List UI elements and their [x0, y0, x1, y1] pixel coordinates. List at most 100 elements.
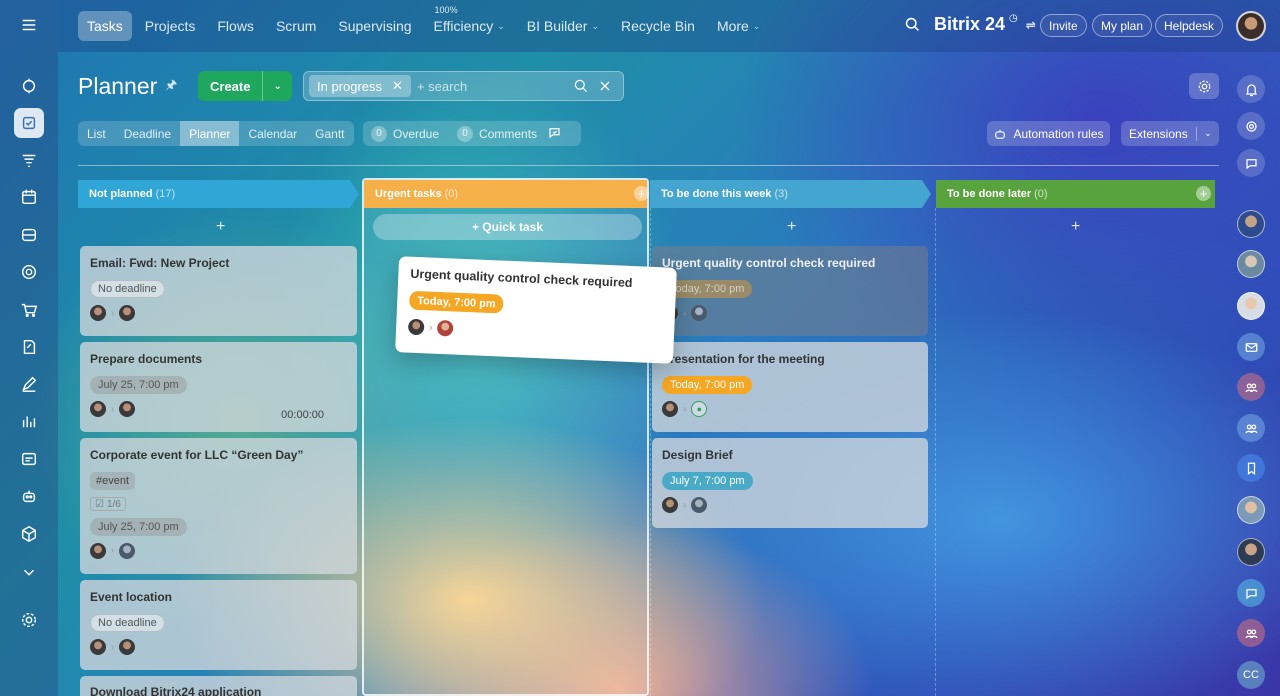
nav-projects[interactable]: Projects — [136, 11, 205, 41]
tab-deadline[interactable]: Deadline — [123, 126, 172, 141]
task-card[interactable]: Email: Fwd: New Project No deadline › — [80, 246, 357, 336]
search-icon[interactable] — [573, 78, 589, 99]
assignee-user-icon[interactable]: ● — [691, 401, 708, 417]
deadline-badge[interactable]: No deadline — [90, 280, 165, 298]
cube-icon[interactable] — [14, 519, 44, 549]
task-card[interactable]: Prepare documents July 25, 7:00 pm › 00:… — [80, 342, 357, 432]
chevron-down-icon[interactable] — [14, 557, 44, 587]
add-task-plus-icon[interactable]: + — [787, 218, 797, 235]
assignee-avatar[interactable] — [119, 305, 136, 321]
sync-icon[interactable] — [14, 71, 44, 101]
contact-avatar[interactable] — [1237, 496, 1265, 524]
cc-avatar[interactable]: CC — [1237, 661, 1265, 689]
group-chat-icon[interactable] — [1237, 414, 1265, 442]
nav-tasks[interactable]: Tasks — [78, 11, 132, 41]
tab-gantt[interactable]: Gantt — [315, 126, 345, 141]
tab-planner[interactable]: Planner — [180, 121, 240, 146]
nav-recycle-bin[interactable]: Recycle Bin — [612, 11, 704, 41]
overdue-counter[interactable]: 0 Overdue — [371, 125, 439, 142]
assignee-avatar[interactable] — [437, 319, 454, 337]
add-task-plus-icon[interactable]: + — [1071, 218, 1081, 235]
deadline-badge[interactable]: Today, 7:00 pm — [662, 280, 753, 298]
clear-icon[interactable] — [597, 78, 613, 99]
filter-search-box[interactable]: In progress ✕ — [303, 71, 624, 101]
gear-icon[interactable] — [14, 605, 44, 635]
creator-avatar[interactable] — [662, 401, 678, 417]
nav-supervising[interactable]: Supervising — [329, 11, 420, 41]
chevron-down-icon[interactable]: ⌄ — [273, 80, 282, 92]
contact-avatar[interactable] — [1237, 250, 1265, 278]
search-icon[interactable] — [904, 16, 921, 38]
deadline-badge[interactable]: Today, 7:00 pm — [662, 376, 753, 394]
pin-icon[interactable]: 🖈 — [165, 76, 178, 92]
task-card-placeholder[interactable]: Urgent quality control check required To… — [652, 246, 928, 336]
cart-icon[interactable] — [14, 295, 44, 325]
contact-card-icon[interactable] — [14, 444, 44, 474]
helpdesk-button[interactable]: Helpdesk — [1155, 14, 1224, 37]
tasks-checkbox-icon[interactable] — [14, 108, 44, 138]
quick-task-button[interactable]: + Quick task — [373, 214, 642, 240]
deadline-badge[interactable]: Today, 7:00 pm — [408, 290, 505, 314]
tab-calendar[interactable]: Calendar — [248, 126, 298, 141]
task-card[interactable]: Download Bitrix24 application — [80, 676, 357, 696]
assignee-avatar[interactable] — [119, 401, 136, 417]
automation-rules-button[interactable]: Automation rules — [987, 121, 1110, 146]
assignee-avatar[interactable] — [119, 639, 136, 655]
deadline-badge[interactable]: July 25, 7:00 pm — [90, 517, 187, 536]
group-chat-icon[interactable] — [1237, 373, 1265, 401]
nav-scrum[interactable]: Scrum — [267, 11, 325, 41]
bookmark-icon[interactable] — [1237, 454, 1265, 482]
document-edit-icon[interactable] — [14, 332, 44, 362]
deadline-badge[interactable]: No deadline — [90, 614, 165, 632]
add-task-plus-icon[interactable]: + — [216, 218, 226, 235]
menu-icon[interactable] — [14, 10, 44, 40]
extensions-button[interactable]: Extensions ⌄ — [1121, 121, 1219, 146]
bar-chart-icon[interactable] — [14, 406, 44, 436]
group-chat-icon[interactable] — [1237, 619, 1265, 647]
create-button[interactable]: Create ⌄ — [198, 71, 292, 101]
comments-counter[interactable]: 0 Comments — [457, 125, 537, 142]
task-tag[interactable]: #event — [90, 472, 136, 490]
creator-avatar[interactable] — [407, 318, 425, 336]
creator-avatar[interactable] — [90, 401, 106, 417]
chevron-down-icon[interactable]: ⌄ — [1204, 128, 1212, 138]
robot-icon[interactable] — [14, 481, 44, 511]
column-header-urgent-tasks[interactable]: Urgent tasks (0) — [364, 180, 647, 208]
read-all-icon[interactable] — [547, 125, 562, 143]
nav-bi-builder[interactable]: BI Builder ⌄ — [518, 11, 608, 41]
filter-chip-in-progress[interactable]: In progress ✕ — [309, 75, 411, 97]
contact-avatar[interactable] — [1237, 210, 1265, 238]
chat-icon[interactable] — [1237, 149, 1265, 177]
contact-avatar[interactable] — [1237, 538, 1265, 566]
assignee-avatar[interactable] — [691, 497, 708, 513]
creator-avatar[interactable] — [90, 639, 106, 655]
add-task-icon[interactable]: + — [634, 186, 649, 201]
nav-efficiency[interactable]: 100% Efficiency ⌄ — [425, 5, 514, 41]
deadline-badge[interactable]: July 7, 7:00 pm — [662, 472, 753, 490]
time-tracker[interactable]: 00:00:00 — [281, 409, 324, 421]
calendar-icon[interactable] — [14, 182, 44, 212]
task-card[interactable]: Design Brief July 7, 7:00 pm › — [652, 438, 928, 528]
my-plan-button[interactable]: My plan — [1092, 14, 1153, 37]
assignee-avatar[interactable] — [691, 305, 708, 321]
invite-button[interactable]: Invite — [1040, 14, 1087, 37]
dragged-task-card[interactable]: Urgent quality control check required To… — [395, 256, 677, 364]
tab-list[interactable]: List — [87, 126, 106, 141]
brand-logo[interactable]: Bitrix 24 ◷ ⇌ — [934, 13, 1036, 35]
task-card[interactable]: Event location No deadline › — [80, 580, 357, 670]
search-input[interactable] — [416, 78, 567, 94]
creator-avatar[interactable] — [90, 542, 106, 559]
copilot-icon[interactable] — [1237, 112, 1265, 140]
creator-avatar[interactable] — [662, 497, 678, 513]
nav-more[interactable]: More ⌄ — [708, 11, 769, 41]
add-task-icon[interactable]: + — [1196, 186, 1211, 201]
column-header-later[interactable]: To be done later (0) — [936, 180, 1215, 208]
nav-flows[interactable]: Flows — [208, 11, 263, 41]
task-card[interactable]: Corporate event for LLC “Green Day” #eve… — [80, 438, 357, 574]
pen-icon[interactable] — [14, 369, 44, 399]
funnel-icon[interactable] — [14, 145, 44, 175]
task-card[interactable]: Presentation for the meeting Today, 7:00… — [652, 342, 928, 432]
assignee-avatar[interactable] — [119, 542, 136, 559]
contact-avatar[interactable] — [1237, 292, 1265, 320]
bell-icon[interactable] — [1237, 75, 1265, 103]
